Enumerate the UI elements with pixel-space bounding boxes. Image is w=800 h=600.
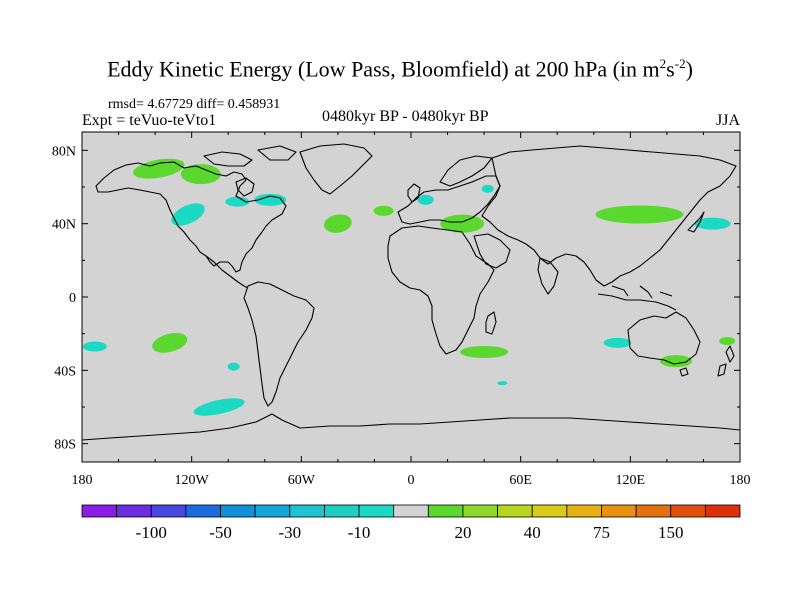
y-tick-label: 0 [69, 291, 76, 306]
x-tick-label: 0 [408, 473, 415, 488]
coast-antarctica [81, 413, 741, 441]
colorbar-box [324, 504, 360, 518]
coast-europe [397, 175, 501, 225]
x-tick-label: 120W [175, 473, 210, 488]
colorbar-label: 20 [454, 523, 471, 542]
stats-text: rmsd= 4.67729 diff= 0.458931 [108, 97, 281, 112]
coastlines [81, 143, 741, 441]
anomaly-region-17 [660, 355, 693, 368]
coast-japan [687, 211, 705, 233]
title-close: ) [685, 56, 693, 82]
coast-new-zealand [717, 345, 735, 377]
map-background [82, 132, 740, 462]
colorbar-box [116, 504, 152, 518]
anomaly-region-15 [460, 346, 509, 358]
colorbar-box [462, 504, 498, 518]
coast-arctic-islands [203, 145, 297, 167]
anomaly-region-13 [152, 332, 188, 353]
experiment-label: Expt = teVuo-teVto1 [82, 112, 217, 129]
colorbar-box [427, 504, 464, 518]
anomaly-region-16 [603, 337, 632, 348]
x-tick-label: 180 [730, 473, 751, 488]
season-label: JJA [715, 112, 740, 129]
colorbar-box [635, 504, 672, 518]
x-tick-label: 60W [288, 473, 316, 488]
coast-africa [387, 225, 495, 355]
colorbar-box [185, 504, 221, 518]
anomaly-region-11 [595, 205, 684, 224]
x-tick-label: 180 [72, 473, 93, 488]
anomaly-regions [82, 158, 736, 416]
y-tick-label: 80S [54, 438, 76, 453]
colorbar-label: -10 [348, 523, 371, 542]
anomaly-region-12 [694, 217, 731, 230]
coast-indonesia [597, 285, 677, 311]
coast-asia [481, 145, 737, 287]
colorbar-box [254, 504, 291, 518]
title-sup-1: 2 [659, 56, 667, 71]
colorbar-label: -100 [136, 523, 167, 542]
coast-arabia [473, 233, 511, 269]
colorbar-box [81, 504, 118, 518]
anomaly-region-7 [373, 205, 394, 216]
colorbar-box [704, 504, 741, 518]
coast-britain [407, 183, 421, 203]
coast-hudson-bay [235, 177, 255, 197]
colorbar-box [531, 504, 568, 518]
anomaly-region-20 [193, 398, 245, 416]
colorbar-box [289, 504, 325, 518]
coast-india [537, 257, 559, 295]
colorbar-box [601, 504, 637, 518]
anomaly-region-5 [254, 193, 287, 206]
anomaly-region-6 [324, 214, 352, 233]
coast-south-america [243, 281, 315, 407]
colorbar-box [566, 504, 602, 518]
anomaly-region-21 [497, 381, 508, 386]
anomaly-region-2 [180, 164, 221, 185]
axes: 180 120W 60W 0 60E 120E 180 80N 40N 0 40S 80S [52, 132, 751, 488]
coast-scandinavia [439, 155, 493, 187]
anomaly-region-1 [133, 158, 185, 179]
anomaly-region-8 [417, 194, 434, 205]
anomaly-region-3 [171, 203, 205, 226]
title-main: Eddy Kinetic Energy (Low Pass, Bloomfiel… [107, 56, 660, 82]
colorbar: -100 -50 -30 -10 20 40 75 150 [81, 504, 741, 542]
colorbar-label: -50 [209, 523, 232, 542]
colorbar-box [150, 504, 187, 518]
colorbar-label: 40 [524, 523, 541, 542]
title-mid: s [666, 56, 675, 82]
colorbar-label: 150 [658, 523, 684, 542]
coast-tasmania [679, 367, 689, 377]
anomaly-region-14 [82, 341, 107, 352]
y-tick-label: 80N [52, 144, 76, 159]
colorbar-box [393, 504, 429, 518]
x-tick-label: 120E [616, 473, 646, 488]
coast-north-america [95, 161, 287, 273]
y-tick-label: 40N [52, 218, 76, 233]
colorbar-box [670, 504, 706, 518]
colorbar-box [497, 504, 533, 518]
chart-title: Eddy Kinetic Energy (Low Pass, Bloomfiel… [0, 56, 800, 82]
anomaly-region-4 [225, 196, 250, 207]
anomaly-region-18 [719, 337, 736, 345]
anomaly-region-9 [481, 184, 494, 193]
coast-australia [627, 311, 701, 365]
anomaly-region-19 [227, 362, 240, 371]
y-tick-label: 40S [54, 364, 76, 379]
x-tick-label: 60E [509, 473, 532, 488]
colorbar-box [220, 504, 256, 518]
anomaly-region-10 [440, 214, 485, 233]
colorbar-label: 75 [593, 523, 610, 542]
period-label: 0480kyr BP - 0480kyr BP [322, 108, 489, 125]
coast-greenland [299, 143, 373, 195]
coast-madagascar [485, 311, 497, 335]
coast-central-america [205, 255, 249, 289]
colorbar-label: -30 [278, 523, 301, 542]
title-sup-2: -2 [674, 56, 686, 71]
colorbar-box [358, 504, 395, 518]
